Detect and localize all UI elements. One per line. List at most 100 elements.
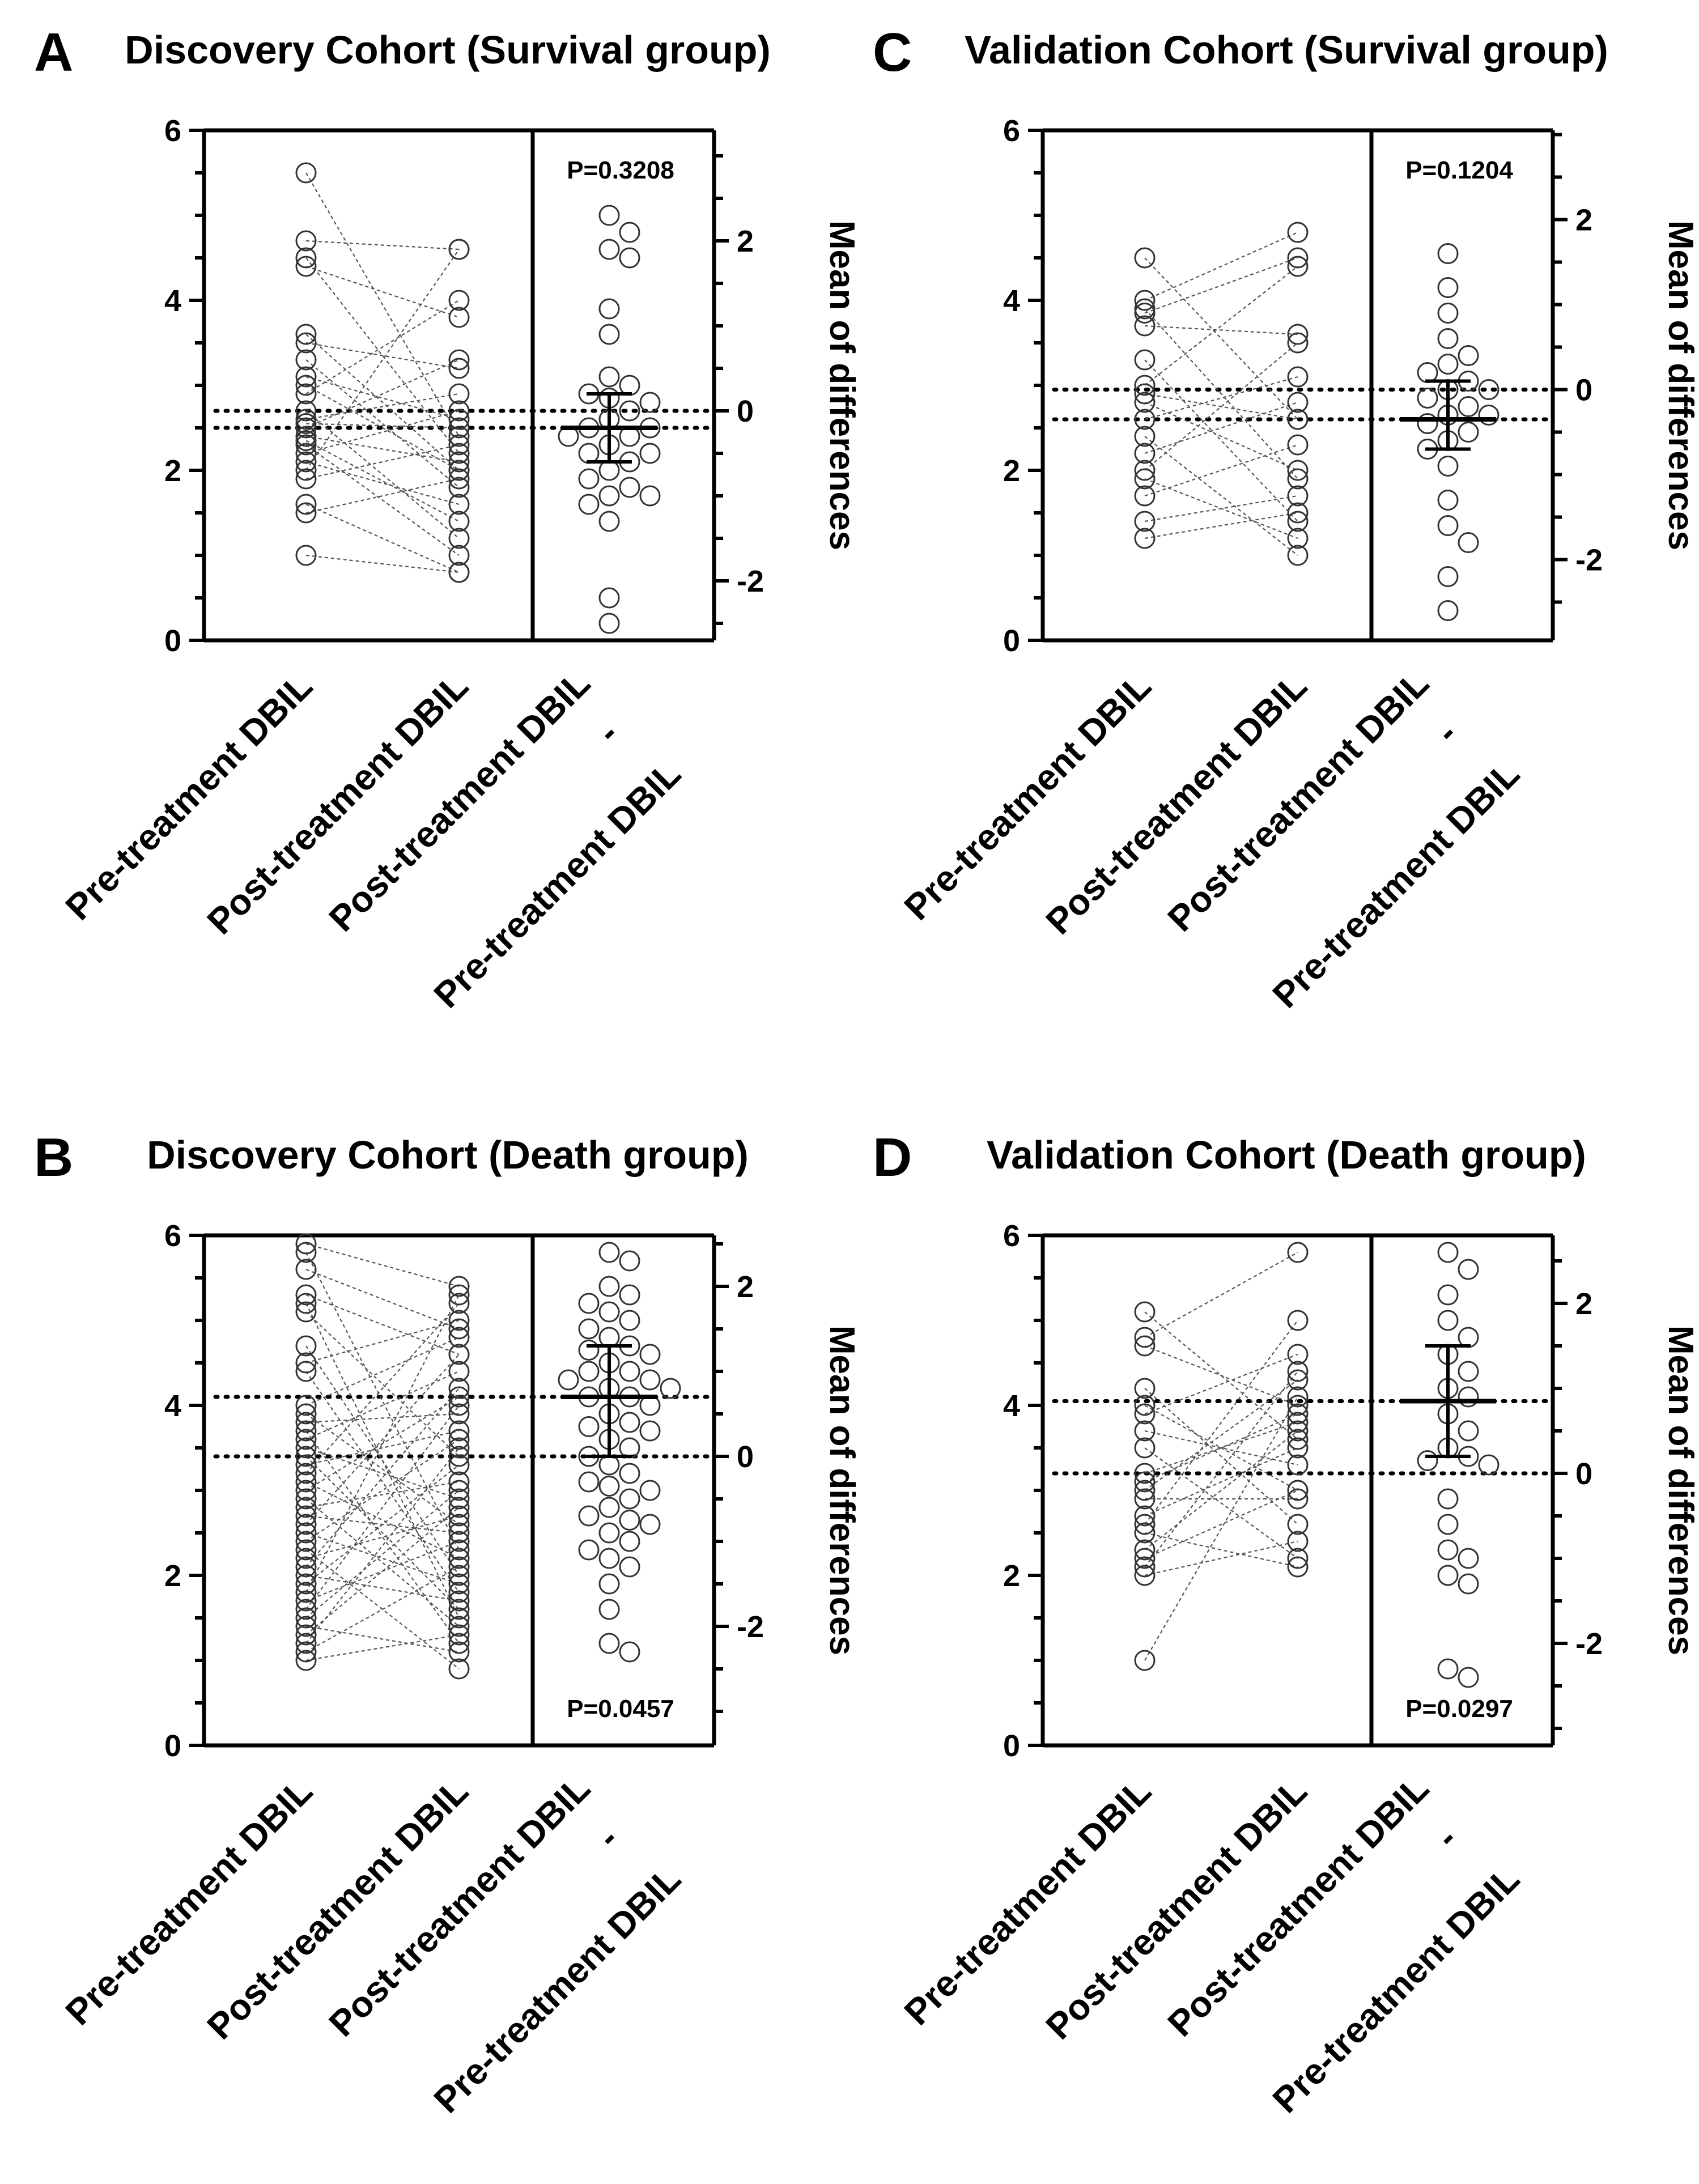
pre-point: [295, 1641, 317, 1663]
post-point: [448, 1624, 470, 1646]
panel-B: B Discovery Cohort (Death group) 0 2 4 6 -2 0 2 M…: [34, 1127, 861, 2121]
paired-line: [1144, 257, 1298, 420]
left-tick-label: 2: [164, 1559, 181, 1593]
panel-letter: D: [873, 1127, 912, 1188]
post-point: [1287, 460, 1309, 481]
pre-point: [1134, 1463, 1156, 1484]
paired-line: [305, 444, 460, 556]
difference-point: [1437, 1539, 1459, 1561]
pre-point: [295, 1607, 317, 1629]
pre-point: [295, 1471, 317, 1493]
post-point: [448, 1607, 470, 1629]
panel-C: C Validation Cohort (Survival group) 0 2 4 6 -…: [873, 22, 1699, 1015]
difference-point: [1417, 1450, 1438, 1471]
right-tick-label: 0: [1575, 373, 1592, 407]
pre-point: [295, 1335, 317, 1357]
right-tick-label: 0: [1575, 1457, 1592, 1491]
pre-point: [295, 1454, 317, 1476]
post-point: [1287, 1403, 1309, 1425]
difference-point: [598, 239, 620, 260]
post-point: [448, 494, 470, 515]
pre-point: [295, 332, 317, 354]
difference-point: [619, 1488, 640, 1510]
pre-point: [295, 494, 317, 515]
post-point: [1287, 1514, 1309, 1535]
post-point: [448, 1505, 470, 1527]
difference-point: [639, 1420, 661, 1442]
difference-point: [1437, 1565, 1459, 1586]
paired-line: [305, 1464, 460, 1584]
pre-point: [295, 1293, 317, 1314]
pre-point: [1134, 1522, 1156, 1544]
post-point: [1287, 222, 1309, 243]
pre-point: [295, 1650, 317, 1671]
pre-point: [1134, 468, 1156, 490]
paired-line: [305, 1430, 460, 1644]
paired-line: [305, 1515, 460, 1560]
post-point: [448, 1344, 470, 1365]
pre-point: [1134, 392, 1156, 413]
pre-point: [295, 1403, 317, 1425]
paired-line: [1144, 1430, 1298, 1466]
difference-point: [1458, 422, 1479, 443]
difference-point: [639, 1480, 661, 1501]
difference-point: [598, 1548, 620, 1569]
difference-point: [1417, 388, 1438, 409]
paired-line: [1144, 401, 1298, 471]
pre-point: [1134, 443, 1156, 464]
difference-point: [598, 205, 620, 226]
left-tick-label: 0: [164, 624, 181, 658]
difference-point: [598, 1522, 620, 1544]
pre-point: [295, 1590, 317, 1612]
pre-point: [1134, 1378, 1156, 1399]
pre-point: [1134, 315, 1156, 337]
paired-line: [1144, 1532, 1298, 1568]
paired-line: [1144, 308, 1298, 479]
post-point: [1287, 528, 1309, 549]
difference-point: [619, 375, 640, 396]
paired-line: [305, 1252, 460, 1550]
pre-point: [1134, 298, 1156, 320]
pre-point: [295, 413, 317, 434]
post-point: [448, 1284, 470, 1306]
right-tick-label: -2: [737, 564, 764, 598]
difference-point: [598, 324, 620, 345]
paired-line: [305, 1625, 460, 1653]
difference-point: [1437, 303, 1459, 324]
paired-line: [305, 440, 460, 522]
left-tick-label: 4: [164, 1389, 181, 1423]
paired-line: [305, 1634, 460, 1662]
pre-point: [295, 1242, 317, 1263]
post-point: [448, 1361, 470, 1382]
left-tick-label: 2: [1003, 454, 1020, 488]
post-point: [1287, 1480, 1309, 1501]
difference-point: [1458, 532, 1479, 553]
category-label: -: [589, 1818, 626, 1856]
post-point: [448, 477, 470, 498]
difference-point: [598, 298, 620, 320]
post-point: [448, 426, 470, 447]
post-point: [1287, 392, 1309, 413]
pre-point: [1134, 1548, 1156, 1569]
pre-point: [295, 1412, 317, 1433]
difference-point: [1458, 1259, 1479, 1280]
pre-point: [295, 375, 317, 396]
pre-point: [1134, 1437, 1156, 1459]
post-point: [1287, 1488, 1309, 1510]
difference-point: [1458, 345, 1479, 366]
right-tick-label: 2: [1575, 1287, 1592, 1321]
difference-point: [1437, 277, 1459, 298]
right-axis-label: Mean of differences: [1661, 220, 1699, 550]
pre-point: [295, 426, 317, 447]
difference-point: [619, 1361, 640, 1382]
panel-D: D Validation Cohort (Death group) 0 2 4 6 -2 0 2…: [873, 1127, 1699, 2121]
pre-point: [295, 502, 317, 524]
p-value: P=0.0297: [1405, 1695, 1513, 1723]
paired-line: [1144, 1447, 1298, 1517]
difference-point: [598, 1242, 620, 1263]
difference-point: [619, 1463, 640, 1484]
difference-point: [1417, 362, 1438, 383]
paired-line: [305, 265, 460, 318]
paired-line: [1144, 495, 1298, 522]
pre-point: [1134, 1471, 1156, 1493]
